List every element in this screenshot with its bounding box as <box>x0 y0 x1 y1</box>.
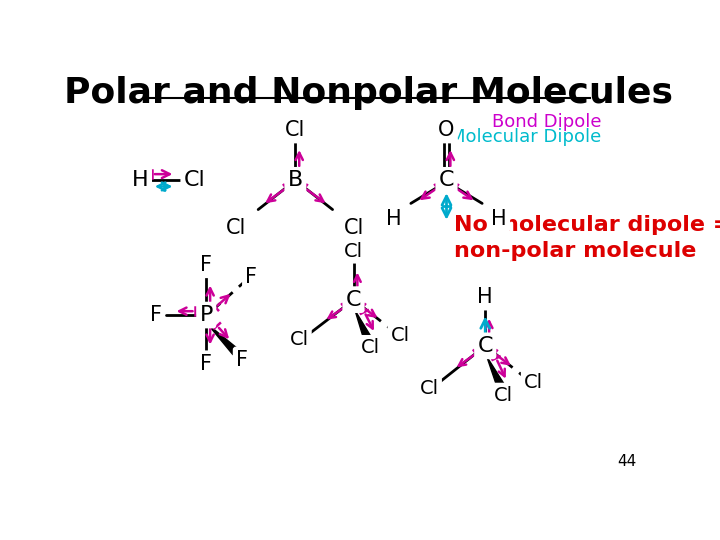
Polygon shape <box>208 325 238 355</box>
Text: No molecular dipole =
non-polar molecule: No molecular dipole = non-polar molecule <box>454 215 720 261</box>
Text: 44: 44 <box>617 454 636 469</box>
Text: Bond Dipole: Bond Dipole <box>492 112 601 131</box>
Text: Cl: Cl <box>420 380 439 399</box>
Polygon shape <box>487 356 504 388</box>
Text: H: H <box>132 170 149 190</box>
Text: C: C <box>438 170 454 190</box>
Text: F: F <box>246 267 257 287</box>
Text: Cl: Cl <box>390 326 410 345</box>
Text: Molecular Dipole: Molecular Dipole <box>450 128 601 146</box>
Text: H: H <box>477 287 493 307</box>
Text: Cl: Cl <box>226 218 247 238</box>
Text: Cl: Cl <box>361 338 380 357</box>
Text: O: O <box>438 120 455 140</box>
Text: Cl: Cl <box>285 120 305 140</box>
Text: F: F <box>200 255 212 275</box>
Polygon shape <box>355 310 371 340</box>
Text: Polar and Nonpolar Molecules: Polar and Nonpolar Molecules <box>65 76 673 110</box>
Text: Cl: Cl <box>344 218 364 238</box>
Text: F: F <box>200 354 212 374</box>
Text: F: F <box>150 305 162 325</box>
Text: Cl: Cl <box>184 170 205 190</box>
Text: P: P <box>199 305 213 325</box>
Text: Cl: Cl <box>523 373 543 392</box>
Text: H: H <box>491 209 507 229</box>
Text: B: B <box>288 170 303 190</box>
Text: Cl: Cl <box>344 241 363 261</box>
Text: Cl: Cl <box>495 386 513 404</box>
Text: F: F <box>236 350 248 370</box>
Text: C: C <box>477 336 493 356</box>
Text: H: H <box>386 209 402 229</box>
Text: C: C <box>346 289 361 309</box>
Text: Cl: Cl <box>289 330 309 349</box>
